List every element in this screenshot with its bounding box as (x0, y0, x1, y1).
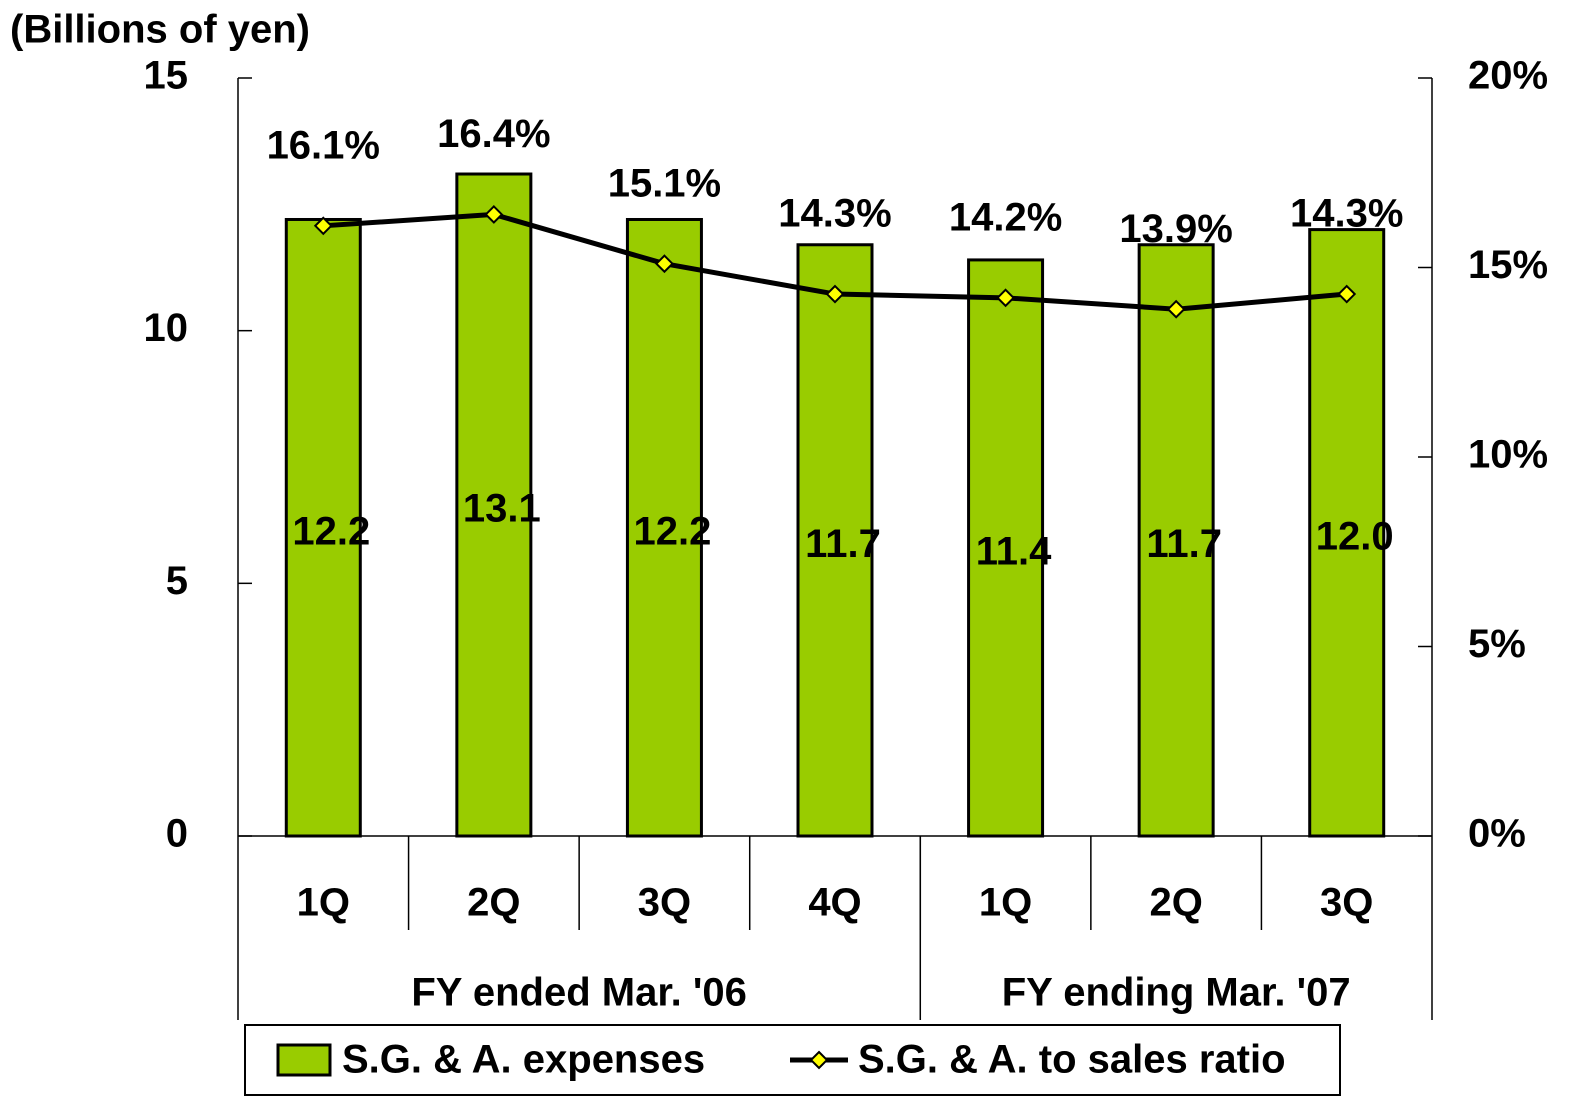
ratio-marker (484, 205, 504, 224)
ratio-value-label: 14.2% (949, 195, 1062, 239)
ratio-value-label: 16.1% (267, 123, 380, 167)
y-tick-label: 10 (144, 306, 189, 350)
legend-label: S.G. & A. to sales ratio (858, 1038, 1286, 1082)
y2-tick-label: 5% (1468, 622, 1526, 666)
bar (1308, 228, 1386, 838)
ratio-marker (313, 216, 333, 236)
legend-marker (809, 1050, 829, 1070)
bar (967, 258, 1045, 838)
ratio-value-label: 16.4% (437, 112, 550, 156)
bar-value-label: 11.4 (976, 530, 1052, 574)
x-tick-label: 3Q (1320, 881, 1373, 925)
y-tick-label: 15 (144, 54, 189, 98)
bar (796, 243, 874, 838)
ratio-marker (655, 254, 674, 274)
y2-tick-label: 0% (1468, 812, 1526, 856)
y2-tick-label: 20% (1468, 54, 1548, 98)
bar-value-label: 11.7 (805, 522, 881, 566)
y-tick-label: 0 (166, 812, 188, 856)
ratio-marker (825, 284, 845, 304)
y2-tick-label: 10% (1468, 433, 1548, 477)
ratio-marker (1337, 284, 1357, 304)
bar-value-label: 12.0 (1316, 514, 1394, 558)
ratio-value-label: 14.3% (1290, 192, 1403, 236)
y-tick-label: 5 (166, 559, 188, 603)
x-tick-label: 1Q (297, 881, 350, 925)
bar-value-label: 11.7 (1146, 522, 1222, 566)
ratio-marker (1166, 299, 1186, 319)
bar-value-label: 12.2 (292, 509, 370, 553)
x-tick-label: 4Q (808, 881, 861, 925)
legend-swatch (276, 1043, 332, 1077)
ratio-value-label: 13.9% (1119, 207, 1232, 251)
y-axis-title: (Billions of yen) (10, 8, 310, 52)
bar (455, 172, 533, 838)
ratio-value-label: 15.1% (608, 161, 721, 205)
x-tick-label: 3Q (638, 881, 691, 925)
bar-value-label: 13.1 (463, 487, 541, 531)
ratio-value-label: 14.3% (778, 192, 891, 236)
bar (625, 217, 703, 838)
x-tick-label: 1Q (979, 881, 1032, 925)
x-tick-label: 2Q (467, 881, 520, 925)
ratio-marker (996, 288, 1015, 308)
group-label: FY ending Mar. '07 (1002, 971, 1351, 1015)
y2-tick-label: 15% (1468, 243, 1548, 287)
x-tick-label: 2Q (1149, 881, 1202, 925)
bar (1137, 243, 1215, 838)
legend-label: S.G. & A. expenses (342, 1038, 705, 1082)
group-label: FY ended Mar. '06 (411, 971, 747, 1015)
bar-value-label: 12.2 (633, 509, 711, 553)
